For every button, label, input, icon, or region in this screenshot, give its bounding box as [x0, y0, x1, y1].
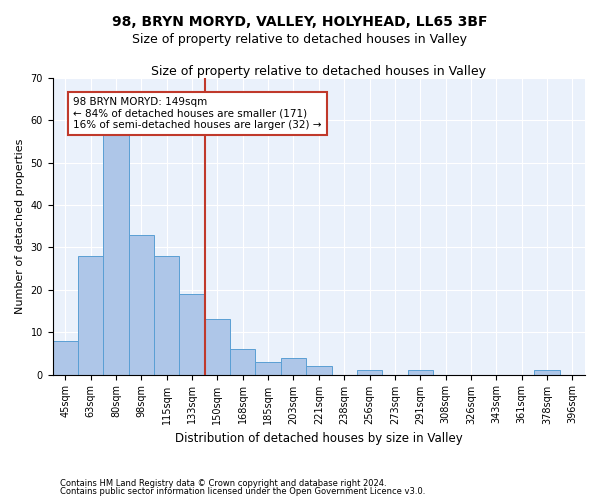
Title: Size of property relative to detached houses in Valley: Size of property relative to detached ho… — [151, 65, 487, 78]
Text: Size of property relative to detached houses in Valley: Size of property relative to detached ho… — [133, 32, 467, 46]
Bar — [230, 349, 256, 374]
Text: 98 BRYN MORYD: 149sqm
← 84% of detached houses are smaller (171)
16% of semi-det: 98 BRYN MORYD: 149sqm ← 84% of detached … — [73, 97, 322, 130]
Bar — [179, 294, 205, 374]
Bar — [306, 366, 332, 374]
Bar — [535, 370, 560, 374]
Bar — [78, 256, 103, 374]
Text: Contains HM Land Registry data © Crown copyright and database right 2024.: Contains HM Land Registry data © Crown c… — [60, 478, 386, 488]
X-axis label: Distribution of detached houses by size in Valley: Distribution of detached houses by size … — [175, 432, 463, 445]
Bar — [256, 362, 281, 374]
Text: Contains public sector information licensed under the Open Government Licence v3: Contains public sector information licen… — [60, 487, 425, 496]
Bar — [281, 358, 306, 374]
Text: 98, BRYN MORYD, VALLEY, HOLYHEAD, LL65 3BF: 98, BRYN MORYD, VALLEY, HOLYHEAD, LL65 3… — [112, 15, 488, 29]
Bar — [53, 340, 78, 374]
Bar — [129, 235, 154, 374]
Bar — [154, 256, 179, 374]
Y-axis label: Number of detached properties: Number of detached properties — [15, 138, 25, 314]
Bar — [103, 129, 129, 374]
Bar — [407, 370, 433, 374]
Bar — [205, 320, 230, 374]
Bar — [357, 370, 382, 374]
